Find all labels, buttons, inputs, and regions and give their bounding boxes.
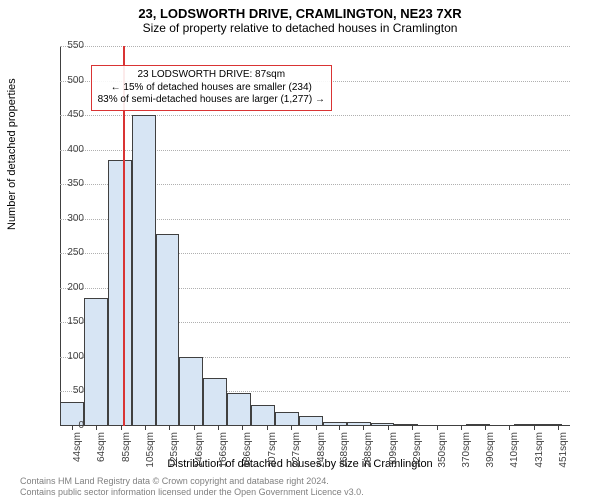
y-tick-label: 550 — [54, 40, 84, 51]
x-tick-mark — [388, 426, 389, 430]
histogram-bar — [132, 115, 156, 426]
y-tick-label: 0 — [54, 420, 84, 431]
x-tick-mark — [558, 426, 559, 430]
x-tick-mark — [461, 426, 462, 430]
x-tick-label: 44sqm — [72, 432, 83, 472]
histogram-bar — [84, 298, 108, 426]
histogram-bar — [275, 412, 299, 426]
x-tick-label: 85sqm — [121, 432, 132, 472]
x-tick-mark — [412, 426, 413, 430]
x-tick-mark — [363, 426, 364, 430]
x-tick-label: 390sqm — [485, 432, 496, 472]
x-tick-label: 146sqm — [194, 432, 205, 472]
x-tick-mark — [242, 426, 243, 430]
footer-copyright: Contains HM Land Registry data © Crown c… — [20, 476, 329, 486]
histogram-bar — [299, 416, 323, 426]
x-tick-label: 410sqm — [509, 432, 520, 472]
x-tick-mark — [218, 426, 219, 430]
x-tick-label: 268sqm — [339, 432, 350, 472]
x-tick-mark — [96, 426, 97, 430]
y-tick-label: 50 — [54, 385, 84, 396]
histogram-bar — [394, 424, 418, 426]
x-tick-mark — [267, 426, 268, 430]
histogram-bar — [251, 405, 275, 426]
histogram-bar — [323, 422, 347, 426]
x-tick-mark — [169, 426, 170, 430]
x-tick-mark — [291, 426, 292, 430]
x-tick-label: 451sqm — [558, 432, 569, 472]
x-tick-label: 227sqm — [291, 432, 302, 472]
plot-area: 23 LODSWORTH DRIVE: 87sqm← 15% of detach… — [60, 46, 570, 426]
x-tick-mark — [316, 426, 317, 430]
x-tick-mark — [121, 426, 122, 430]
x-tick-mark — [339, 426, 340, 430]
histogram-bar — [108, 160, 132, 426]
y-axis-line — [60, 46, 61, 426]
y-axis-label: Number of detached properties — [6, 78, 18, 230]
x-tick-mark — [194, 426, 195, 430]
x-tick-label: 105sqm — [145, 432, 156, 472]
x-tick-label: 166sqm — [218, 432, 229, 472]
x-tick-label: 207sqm — [267, 432, 278, 472]
x-tick-mark — [509, 426, 510, 430]
histogram-bar — [179, 357, 203, 426]
x-tick-mark — [145, 426, 146, 430]
histogram-bar — [227, 393, 251, 426]
y-tick-label: 100 — [54, 351, 84, 362]
y-tick-label: 150 — [54, 316, 84, 327]
x-tick-label: 329sqm — [412, 432, 423, 472]
gridline — [60, 46, 570, 47]
y-tick-label: 500 — [54, 75, 84, 86]
histogram-bar — [347, 422, 371, 426]
x-tick-label: 370sqm — [461, 432, 472, 472]
y-tick-label: 350 — [54, 178, 84, 189]
x-tick-mark — [437, 426, 438, 430]
annotation-line: 83% of semi-detached houses are larger (… — [98, 94, 325, 107]
x-tick-label: 64sqm — [96, 432, 107, 472]
x-tick-mark — [534, 426, 535, 430]
x-tick-mark — [485, 426, 486, 430]
annotation-line: 23 LODSWORTH DRIVE: 87sqm — [98, 69, 325, 82]
x-tick-label: 309sqm — [388, 432, 399, 472]
footer-licence: Contains public sector information licen… — [20, 487, 364, 497]
x-tick-label: 431sqm — [534, 432, 545, 472]
x-tick-label: 125sqm — [169, 432, 180, 472]
x-tick-label: 186sqm — [242, 432, 253, 472]
annotation-box: 23 LODSWORTH DRIVE: 87sqm← 15% of detach… — [91, 65, 332, 111]
annotation-line: ← 15% of detached houses are smaller (23… — [98, 82, 325, 95]
page-title: 23, LODSWORTH DRIVE, CRAMLINGTON, NE23 7… — [0, 0, 600, 21]
histogram-bar — [203, 378, 227, 426]
histogram-bar — [156, 234, 180, 426]
y-tick-label: 250 — [54, 247, 84, 258]
y-tick-label: 300 — [54, 213, 84, 224]
page-subtitle: Size of property relative to detached ho… — [0, 21, 600, 39]
x-tick-label: 248sqm — [316, 432, 327, 472]
histogram-bar — [371, 423, 395, 426]
y-tick-label: 200 — [54, 282, 84, 293]
chart-container: 23, LODSWORTH DRIVE, CRAMLINGTON, NE23 7… — [0, 0, 600, 500]
y-tick-label: 450 — [54, 109, 84, 120]
y-tick-label: 400 — [54, 144, 84, 155]
x-tick-label: 288sqm — [363, 432, 374, 472]
histogram-bar — [466, 424, 490, 426]
x-tick-label: 350sqm — [437, 432, 448, 472]
